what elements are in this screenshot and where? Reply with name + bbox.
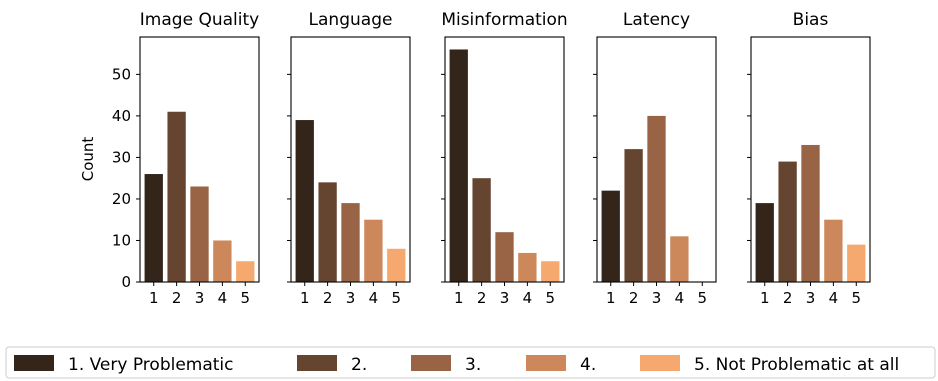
- x-tick-label: 2: [783, 289, 793, 307]
- bar-image-quality-1: [144, 174, 163, 282]
- x-tick-label: 2: [172, 289, 182, 307]
- x-tick-label: 5: [545, 289, 555, 307]
- bar-misinformation-1: [449, 49, 468, 283]
- bar-misinformation-5: [541, 261, 560, 282]
- bar-image-quality-2: [167, 111, 186, 282]
- panel-title: Latency: [623, 10, 690, 30]
- bar-language-4: [364, 219, 383, 282]
- panel-3: Misinformation 1 2 3 4 5: [441, 10, 568, 307]
- x-tick-label: 4: [369, 289, 379, 307]
- panel-title: Language: [309, 10, 393, 30]
- x-tick-label: 1: [300, 289, 310, 307]
- bar-latency-4: [670, 236, 689, 282]
- x-tick-label: 2: [323, 289, 333, 307]
- panel-5: Bias 1 2 3 4 5: [747, 10, 871, 307]
- bar-misinformation-2: [472, 178, 491, 282]
- legend-item-5: 5. Not Problematic at all: [640, 355, 899, 375]
- bar-language-2: [318, 182, 337, 282]
- x-tick-label: 2: [629, 289, 639, 307]
- x-tick-label: 5: [851, 289, 861, 307]
- y-tick-label: 40: [112, 107, 131, 125]
- legend-swatch: [526, 355, 566, 371]
- x-tick-label: 4: [218, 289, 228, 307]
- bar-image-quality-3: [190, 186, 209, 282]
- legend-label: 2.: [351, 355, 367, 375]
- x-tick-label: 1: [149, 289, 159, 307]
- y-tick-label: 10: [112, 231, 131, 249]
- legend-swatch: [297, 355, 337, 371]
- x-tick-label: 3: [806, 289, 816, 307]
- x-tick-label: 4: [829, 289, 839, 307]
- panel-4: Latency 1 2 3 4 5: [593, 10, 717, 307]
- panel-title: Misinformation: [441, 10, 567, 30]
- legend-item-3: 3.: [411, 355, 481, 375]
- bar-language-3: [341, 203, 360, 282]
- bar-image-quality-4: [213, 240, 232, 282]
- legend-swatch: [411, 355, 451, 371]
- y-tick-label: 50: [112, 65, 131, 83]
- x-tick-label: 3: [500, 289, 510, 307]
- bar-bias-1: [755, 203, 774, 282]
- bar-bias-4: [824, 219, 843, 282]
- x-tick-label: 4: [675, 289, 685, 307]
- x-tick-label: 3: [195, 289, 205, 307]
- bar-latency-3: [647, 115, 666, 283]
- bar-language-5: [387, 248, 406, 282]
- x-tick-label: 5: [240, 289, 250, 307]
- bar-misinformation-3: [495, 232, 514, 282]
- legend-label: 1. Very Problematic: [68, 355, 234, 375]
- bar-bias-5: [847, 244, 866, 282]
- legend-label: 3.: [465, 355, 481, 375]
- x-tick-label: 3: [652, 289, 662, 307]
- bar-language-1: [295, 120, 314, 282]
- legend-swatch: [14, 355, 54, 371]
- panel-2: Language 1 2 3 4 5: [287, 10, 411, 307]
- legend-label: 4.: [580, 355, 596, 375]
- y-axis-label: Count: [79, 137, 97, 182]
- y-tick-label: 30: [112, 148, 131, 166]
- bar-latency-2: [624, 149, 643, 282]
- x-tick-label: 5: [697, 289, 707, 307]
- bar-bias-2: [778, 161, 797, 282]
- bar-misinformation-4: [518, 252, 537, 282]
- panel-title: Bias: [793, 10, 829, 30]
- x-tick-label: 2: [477, 289, 487, 307]
- y-tick-label: 0: [121, 273, 131, 291]
- x-tick-label: 1: [760, 289, 770, 307]
- bar-bias-3: [801, 144, 820, 282]
- x-tick-label: 5: [391, 289, 401, 307]
- x-tick-label: 1: [454, 289, 464, 307]
- legend-frame: [5, 346, 936, 379]
- panel-title: Image Quality: [140, 10, 259, 30]
- legend-label: 5. Not Problematic at all: [694, 355, 899, 375]
- legend-item-4: 4.: [526, 355, 596, 375]
- x-tick-label: 3: [346, 289, 356, 307]
- x-tick-label: 1: [606, 289, 616, 307]
- legend-item-1: 1. Very Problematic: [14, 355, 234, 375]
- y-tick-label: 20: [112, 190, 131, 208]
- legend-item-2: 2.: [297, 355, 367, 375]
- bar-image-quality-5: [236, 261, 255, 282]
- legend: 1. Very Problematic 2. 3. 4. 5. Not Problema…: [5, 346, 936, 379]
- legend-swatch: [640, 355, 680, 371]
- bar-latency-1: [601, 190, 620, 282]
- x-tick-label: 4: [523, 289, 533, 307]
